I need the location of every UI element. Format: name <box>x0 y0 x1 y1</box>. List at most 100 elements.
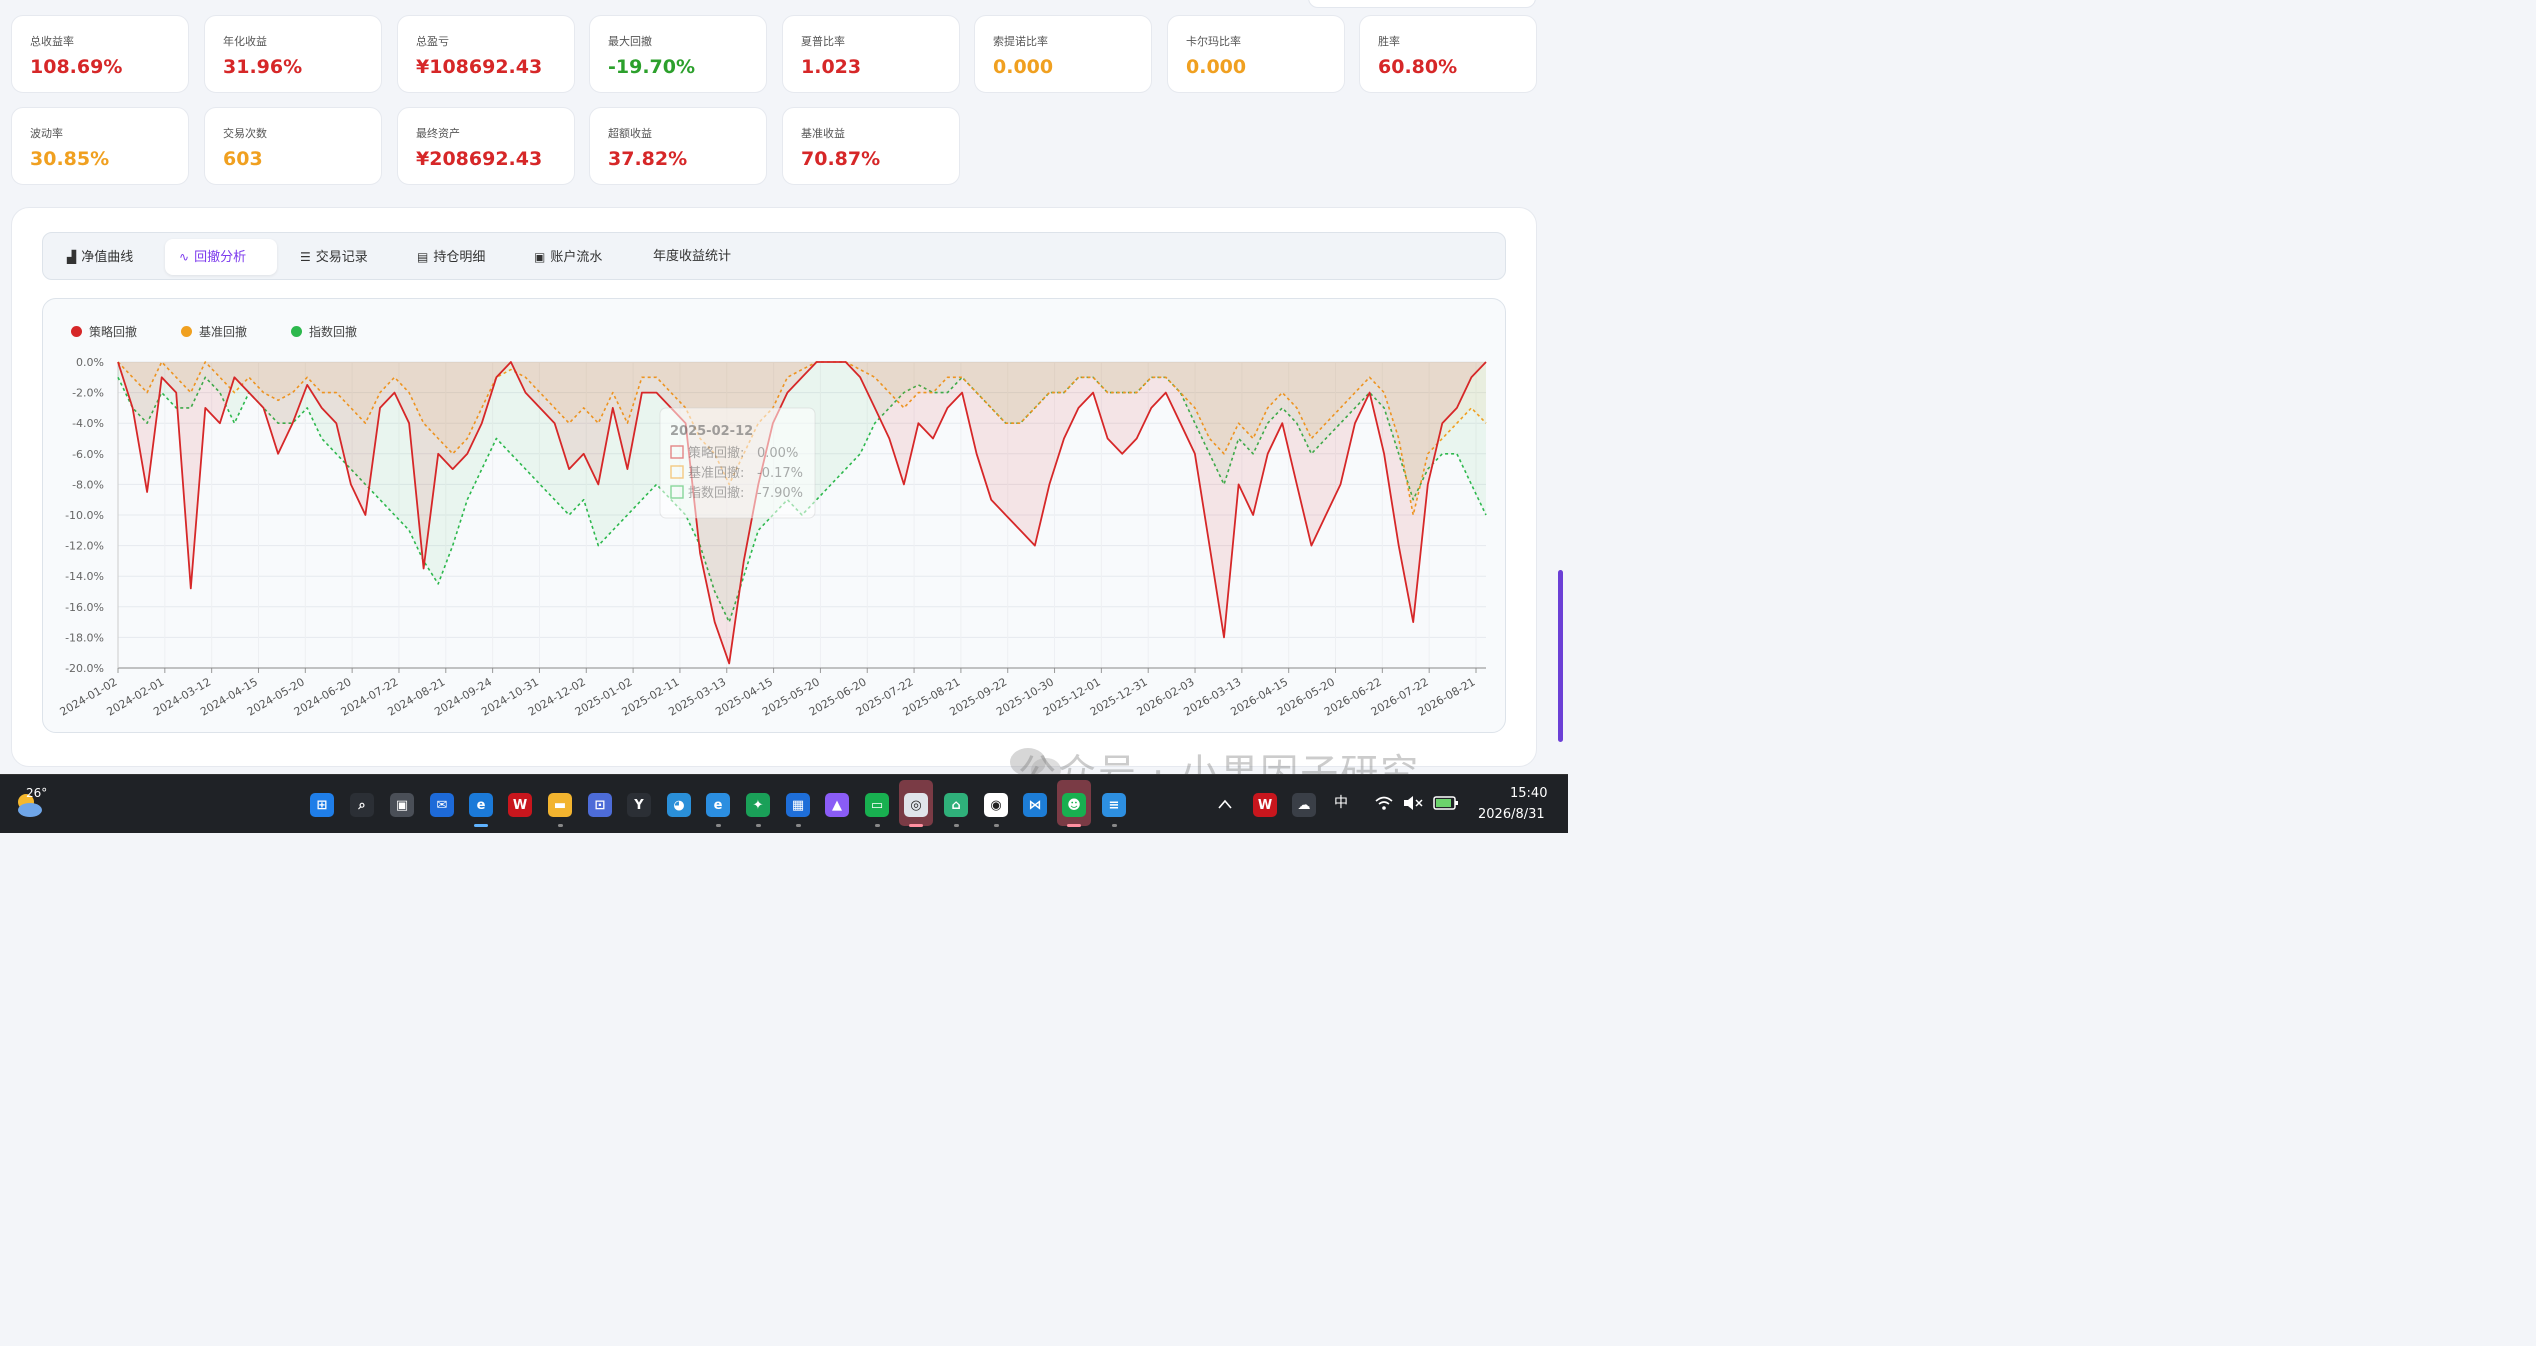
metric-value: ¥208692.43 <box>416 148 543 170</box>
y-tick-label: -18.0% <box>65 631 104 644</box>
series-line <box>117 361 1487 516</box>
running-indicator <box>954 824 959 827</box>
tab-label: 净值曲线 <box>81 250 134 265</box>
tab-trade-records[interactable]: ☰ 交易记录 <box>286 239 382 275</box>
running-indicator <box>994 824 999 827</box>
running-indicator <box>756 824 761 827</box>
browser-icon[interactable]: ◕ <box>667 793 691 817</box>
y-tick-label: -10.0% <box>65 509 104 522</box>
tooltip-label: 基准回撤: <box>688 465 744 481</box>
panda-icon[interactable]: ◉ <box>984 793 1008 817</box>
wechat-work-icon[interactable]: ✦ <box>746 793 770 817</box>
ime-indicator[interactable]: 中 <box>1334 795 1348 811</box>
tab-account-flow[interactable]: ▣ 账户流水 <box>520 239 616 275</box>
metric-label: 总收益率 <box>30 35 74 48</box>
file-explorer-icon[interactable]: ▬ <box>548 793 572 817</box>
app-badge-icon[interactable]: ▦ <box>786 793 810 817</box>
tab-equity-curve[interactable]: ▟ 净值曲线 <box>53 239 147 275</box>
edge-icon[interactable]: e <box>469 793 493 817</box>
tab-label: 回撤分析 <box>194 250 247 265</box>
legend-label: 指数回撤 <box>309 325 358 339</box>
clock-date[interactable]: 2026/8/31 <box>1478 807 1545 822</box>
metric-value: 603 <box>223 148 263 170</box>
vscode-icon[interactable]: ⋈ <box>1023 793 1047 817</box>
running-indicator <box>474 824 488 827</box>
metric-card: 基准收益 70.87% <box>782 107 960 185</box>
search-app-icon[interactable]: ◎ <box>904 793 928 817</box>
wps-icon[interactable]: W <box>508 793 532 817</box>
metric-card: 索提诺比率 0.000 <box>974 15 1152 93</box>
tooltip-swatch <box>670 485 684 499</box>
wechat-icon[interactable]: ☻ <box>1062 793 1086 817</box>
windows-start-icon[interactable]: ⊞ <box>310 793 334 817</box>
speaker-muted-icon[interactable] <box>1402 794 1424 812</box>
app-triangle-icon[interactable]: ▲ <box>825 793 849 817</box>
tab-drawdown-analysis[interactable]: ∿ 回撤分析 <box>165 239 277 275</box>
metric-card: 年化收益 31.96% <box>204 15 382 93</box>
running-indicator <box>1067 824 1081 827</box>
metric-label: 总盈亏 <box>416 35 449 48</box>
page-scrollbar[interactable] <box>1558 570 1563 742</box>
y-tick-label: -2.0% <box>72 387 104 400</box>
tab-label: 交易记录 <box>315 250 368 265</box>
metric-value: 37.82% <box>608 148 688 170</box>
contact-book-icon: ▣ <box>534 250 546 264</box>
outlook-icon[interactable]: ✉ <box>430 793 454 817</box>
y-tick-label: -14.0% <box>65 570 104 583</box>
y-tick-label: -4.0% <box>72 417 104 430</box>
tooltip-label: 策略回撤: <box>688 445 744 461</box>
metric-label: 索提诺比率 <box>993 35 1048 48</box>
metric-label: 交易次数 <box>223 127 267 140</box>
cloud-sync-icon[interactable]: ☁ <box>1292 793 1316 817</box>
battery-icon[interactable] <box>1432 794 1460 812</box>
search-icon[interactable]: ⌕ <box>350 793 374 817</box>
metric-value: 0.000 <box>1186 56 1247 78</box>
metric-label: 超额收益 <box>608 127 652 140</box>
metric-value: 0.000 <box>993 56 1054 78</box>
series-line <box>117 361 1487 665</box>
legend-dot <box>291 326 302 337</box>
series-area <box>118 362 1486 515</box>
tab-holdings[interactable]: ▤ 持仓明细 <box>403 239 499 275</box>
tooltip-swatch <box>670 445 684 459</box>
metric-label: 基准收益 <box>801 127 845 140</box>
weather-icon[interactable] <box>12 788 46 822</box>
legend-benchmark[interactable]: 基准回撤 <box>181 323 247 340</box>
legend-label: 基准回撤 <box>199 325 248 339</box>
metric-card: 最终资产 ¥208692.43 <box>397 107 575 185</box>
metric-card: 超额收益 37.82% <box>589 107 767 185</box>
metric-value: 31.96% <box>223 56 303 78</box>
briefcase-icon: ▤ <box>417 250 429 264</box>
chevron-up-icon[interactable] <box>1216 796 1234 812</box>
tooltip-value: 0.00% <box>757 446 798 461</box>
store-icon[interactable]: ⊡ <box>588 793 612 817</box>
tooltip-label: 指数回撤: <box>688 485 744 501</box>
metric-card: 总收益率 108.69% <box>11 15 189 93</box>
metric-card: 总盈亏 ¥108692.43 <box>397 15 575 93</box>
tab-annual-returns[interactable]: 年度收益统计 <box>639 239 745 275</box>
app-icon[interactable]: Y <box>627 793 651 817</box>
wifi-icon[interactable] <box>1374 794 1394 812</box>
notepad-icon[interactable]: ≡ <box>1102 793 1126 817</box>
clock-time[interactable]: 15:40 <box>1510 786 1548 801</box>
tooltip-value: -7.90% <box>757 486 803 501</box>
chat-icon[interactable]: ▭ <box>865 793 889 817</box>
task-view-icon[interactable]: ▣ <box>390 793 414 817</box>
edge-ai-icon[interactable]: e <box>706 793 730 817</box>
list-icon: ☰ <box>300 250 311 264</box>
metric-value: -19.70% <box>608 56 696 78</box>
legend-label: 策略回撤 <box>89 325 138 339</box>
legend-index[interactable]: 指数回撤 <box>291 323 357 340</box>
legend-strategy[interactable]: 策略回撤 <box>71 323 137 340</box>
y-tick-label: 0.0% <box>76 356 104 369</box>
map-icon[interactable]: ⌂ <box>944 793 968 817</box>
taskbar <box>0 774 1568 833</box>
line-chart-icon: ∿ <box>179 250 190 264</box>
drawdown-chart[interactable]: 0.0% -2.0% -4.0% -6.0% -8.0% -10.0% -12.0% -14.… <box>0 0 1568 774</box>
running-indicator <box>1112 824 1117 827</box>
area-chart-icon: ▟ <box>67 250 77 264</box>
wps-tray-icon[interactable]: W <box>1253 793 1277 817</box>
running-indicator <box>716 824 721 827</box>
metric-value: ¥108692.43 <box>416 56 543 78</box>
metric-card: 夏普比率 1.023 <box>782 15 960 93</box>
